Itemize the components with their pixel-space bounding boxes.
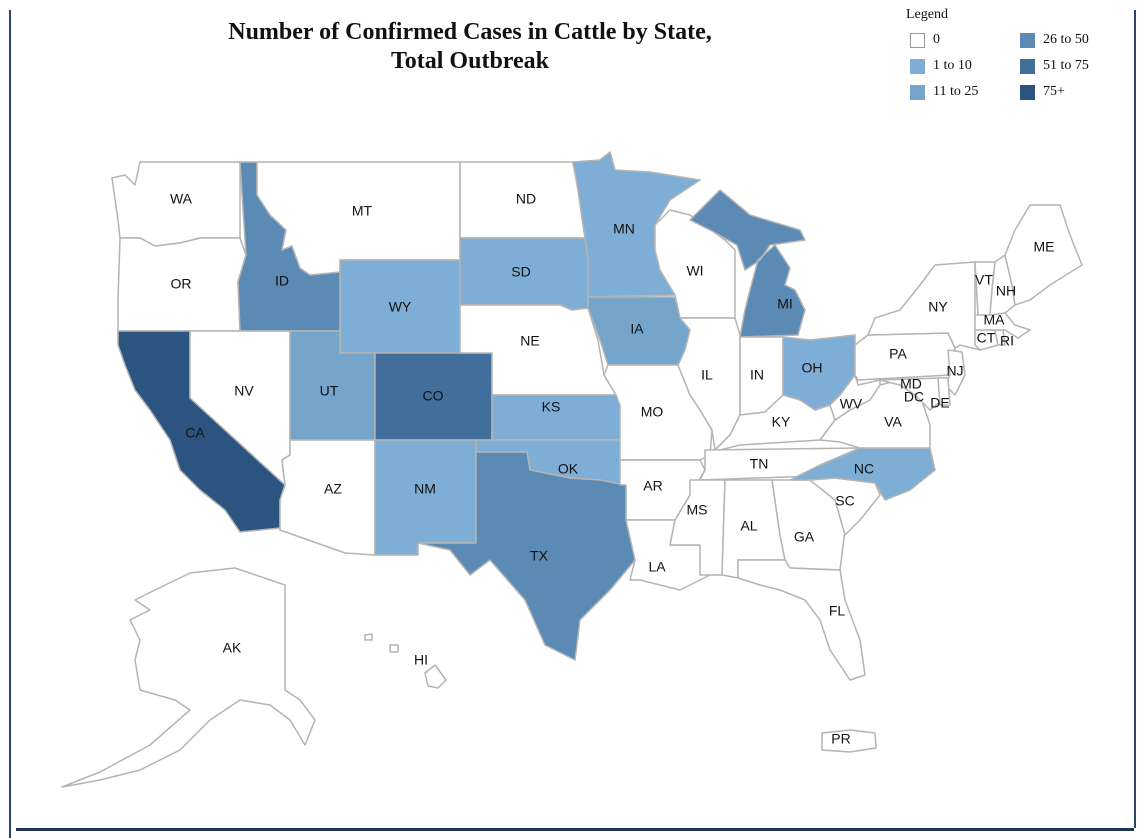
legend: Legend 0 1 to 10 11 to 25 26 to 50 51 to… bbox=[906, 6, 1106, 106]
label-ID: ID bbox=[275, 273, 289, 289]
state-MA[interactable] bbox=[974, 312, 1031, 339]
label-GA: GA bbox=[794, 529, 815, 545]
label-NE: NE bbox=[520, 333, 539, 349]
label-NV: NV bbox=[234, 383, 254, 399]
state-FL[interactable] bbox=[737, 559, 866, 681]
legend-label: 26 to 50 bbox=[1043, 32, 1089, 47]
label-NH: NH bbox=[996, 283, 1016, 299]
label-IA: IA bbox=[630, 321, 644, 337]
frame-right-border bbox=[1134, 10, 1136, 828]
legend-item-11-to-25: 11 to 25 bbox=[910, 83, 978, 101]
label-TN: TN bbox=[750, 456, 769, 472]
label-ND: ND bbox=[516, 191, 536, 207]
label-MA: MA bbox=[984, 312, 1006, 328]
legend-item-75-plus: 75+ bbox=[1020, 83, 1065, 101]
label-NM: NM bbox=[414, 481, 436, 497]
state-AK[interactable] bbox=[61, 567, 316, 788]
legend-swatch bbox=[1020, 58, 1035, 74]
state-ME[interactable] bbox=[1004, 204, 1083, 306]
legend-title: Legend bbox=[906, 7, 948, 22]
legend-swatch bbox=[910, 58, 925, 74]
state-OR[interactable] bbox=[117, 237, 247, 332]
state-NJ[interactable] bbox=[944, 349, 966, 396]
label-OK: OK bbox=[558, 461, 579, 477]
label-MO: MO bbox=[641, 404, 664, 420]
label-NC: NC bbox=[854, 461, 874, 477]
label-TX: TX bbox=[530, 548, 549, 564]
label-KY: KY bbox=[772, 414, 791, 430]
legend-label: 75+ bbox=[1043, 84, 1065, 99]
state-NM[interactable] bbox=[374, 439, 477, 556]
label-AK: AK bbox=[223, 640, 242, 656]
label-AR: AR bbox=[643, 478, 662, 494]
title-line-1: Number of Confirmed Cases in Cattle by S… bbox=[228, 19, 712, 45]
label-IN: IN bbox=[750, 367, 764, 383]
label-OR: OR bbox=[171, 276, 192, 292]
title-line-2: Total Outbreak bbox=[390, 48, 550, 74]
label-CO: CO bbox=[423, 388, 444, 404]
label-SD: SD bbox=[511, 264, 530, 280]
label-VT: VT bbox=[975, 272, 993, 288]
state-MI[interactable] bbox=[689, 189, 806, 338]
state-HI[interactable] bbox=[364, 633, 447, 689]
label-PR: PR bbox=[831, 731, 850, 747]
label-AL: AL bbox=[740, 518, 757, 534]
label-MT: MT bbox=[352, 203, 373, 219]
legend-item-1-to-10: 1 to 10 bbox=[910, 57, 972, 75]
label-WA: WA bbox=[170, 191, 193, 207]
label-WY: WY bbox=[389, 299, 412, 315]
label-IL: IL bbox=[701, 367, 713, 383]
label-HI: HI bbox=[414, 652, 428, 668]
label-LA: LA bbox=[648, 559, 666, 575]
label-MD: MD bbox=[900, 376, 922, 392]
frame-left-border bbox=[9, 10, 11, 838]
legend-label: 51 to 75 bbox=[1043, 58, 1089, 73]
state-NY[interactable] bbox=[867, 261, 981, 351]
legend-label: 0 bbox=[933, 32, 940, 47]
label-CA: CA bbox=[185, 425, 205, 441]
label-AZ: AZ bbox=[324, 481, 342, 497]
legend-label: 11 to 25 bbox=[933, 84, 979, 99]
legend-swatch bbox=[910, 84, 925, 100]
legend-item-51-to-75: 51 to 75 bbox=[1020, 57, 1089, 75]
state-TX[interactable] bbox=[417, 451, 636, 661]
label-KS: KS bbox=[542, 399, 561, 415]
label-DC: DC bbox=[904, 389, 924, 405]
frame-bottom-border bbox=[16, 828, 1134, 831]
label-VA: VA bbox=[884, 414, 902, 430]
label-NY: NY bbox=[928, 299, 948, 315]
label-OH: OH bbox=[802, 360, 823, 376]
label-MS: MS bbox=[687, 502, 708, 518]
legend-swatch bbox=[1020, 32, 1035, 48]
chart-title: Number of Confirmed Cases in Cattle by S… bbox=[160, 18, 780, 76]
label-SC: SC bbox=[835, 493, 854, 509]
legend-swatch bbox=[1020, 84, 1035, 100]
state-NC[interactable] bbox=[789, 447, 936, 501]
state-WV[interactable] bbox=[829, 374, 881, 421]
label-UT: UT bbox=[320, 383, 339, 399]
label-MN: MN bbox=[613, 221, 635, 237]
label-MI: MI bbox=[777, 296, 793, 312]
label-RI: RI bbox=[1000, 333, 1014, 349]
label-PA: PA bbox=[889, 346, 907, 362]
label-CT: CT bbox=[977, 330, 996, 346]
state-AZ[interactable] bbox=[279, 439, 376, 556]
label-NJ: NJ bbox=[946, 363, 963, 379]
label-DE: DE bbox=[930, 395, 949, 411]
label-WI: WI bbox=[686, 263, 703, 279]
state-WI[interactable] bbox=[654, 209, 736, 319]
state-labels: WA OR CA ID NV MT WY UT AZ CO NM ND SD N… bbox=[170, 191, 1055, 747]
state-PR[interactable] bbox=[821, 729, 877, 753]
label-WV: WV bbox=[840, 396, 863, 412]
label-ME: ME bbox=[1034, 239, 1055, 255]
legend-swatch bbox=[910, 32, 925, 48]
state-DE[interactable] bbox=[937, 377, 951, 406]
legend-item-0: 0 bbox=[910, 31, 940, 49]
legend-label: 1 to 10 bbox=[933, 58, 972, 73]
legend-item-26-to-50: 26 to 50 bbox=[1020, 31, 1089, 49]
label-FL: FL bbox=[829, 603, 846, 619]
